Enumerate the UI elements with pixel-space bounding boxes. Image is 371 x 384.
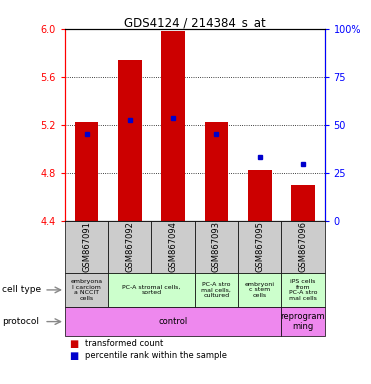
Text: embryona
l carciom
a NCCIT
cells: embryona l carciom a NCCIT cells — [70, 279, 103, 301]
Bar — [161, 31, 185, 221]
Text: control: control — [158, 317, 188, 326]
Bar — [65, 307, 281, 336]
Text: percentile rank within the sample: percentile rank within the sample — [85, 351, 227, 361]
Text: embryoni
c stem
cells: embryoni c stem cells — [245, 282, 275, 298]
Text: GSM867095: GSM867095 — [255, 221, 264, 272]
Bar — [195, 221, 238, 273]
Text: iPS cells
from
PC-A stro
mal cells: iPS cells from PC-A stro mal cells — [289, 279, 317, 301]
Text: transformed count: transformed count — [85, 339, 164, 348]
Text: PC-A stromal cells,
sorted: PC-A stromal cells, sorted — [122, 285, 181, 295]
Text: ■: ■ — [69, 351, 78, 361]
Bar — [118, 60, 142, 221]
Bar — [195, 273, 238, 307]
Bar — [65, 273, 108, 307]
Bar — [204, 122, 228, 221]
Bar — [75, 122, 98, 221]
Bar — [281, 221, 325, 273]
Bar — [108, 273, 195, 307]
Bar — [238, 273, 281, 307]
Text: cell type: cell type — [2, 285, 41, 295]
Title: GDS4124 / 214384_s_at: GDS4124 / 214384_s_at — [124, 16, 266, 29]
Bar — [281, 307, 325, 336]
Text: ■: ■ — [69, 339, 78, 349]
Bar — [238, 221, 281, 273]
Text: GSM867092: GSM867092 — [125, 221, 134, 272]
Text: PC-A stro
mal cells,
cultured: PC-A stro mal cells, cultured — [201, 282, 232, 298]
Bar — [65, 221, 108, 273]
Bar — [281, 273, 325, 307]
Text: reprogram
ming: reprogram ming — [281, 312, 325, 331]
Bar — [108, 221, 151, 273]
Bar — [151, 221, 195, 273]
Text: GSM867096: GSM867096 — [299, 221, 308, 272]
Bar — [248, 170, 272, 221]
Text: GSM867093: GSM867093 — [212, 221, 221, 272]
Bar — [291, 185, 315, 221]
Text: protocol: protocol — [2, 317, 39, 326]
Text: GSM867094: GSM867094 — [169, 221, 178, 272]
Text: GSM867091: GSM867091 — [82, 221, 91, 272]
